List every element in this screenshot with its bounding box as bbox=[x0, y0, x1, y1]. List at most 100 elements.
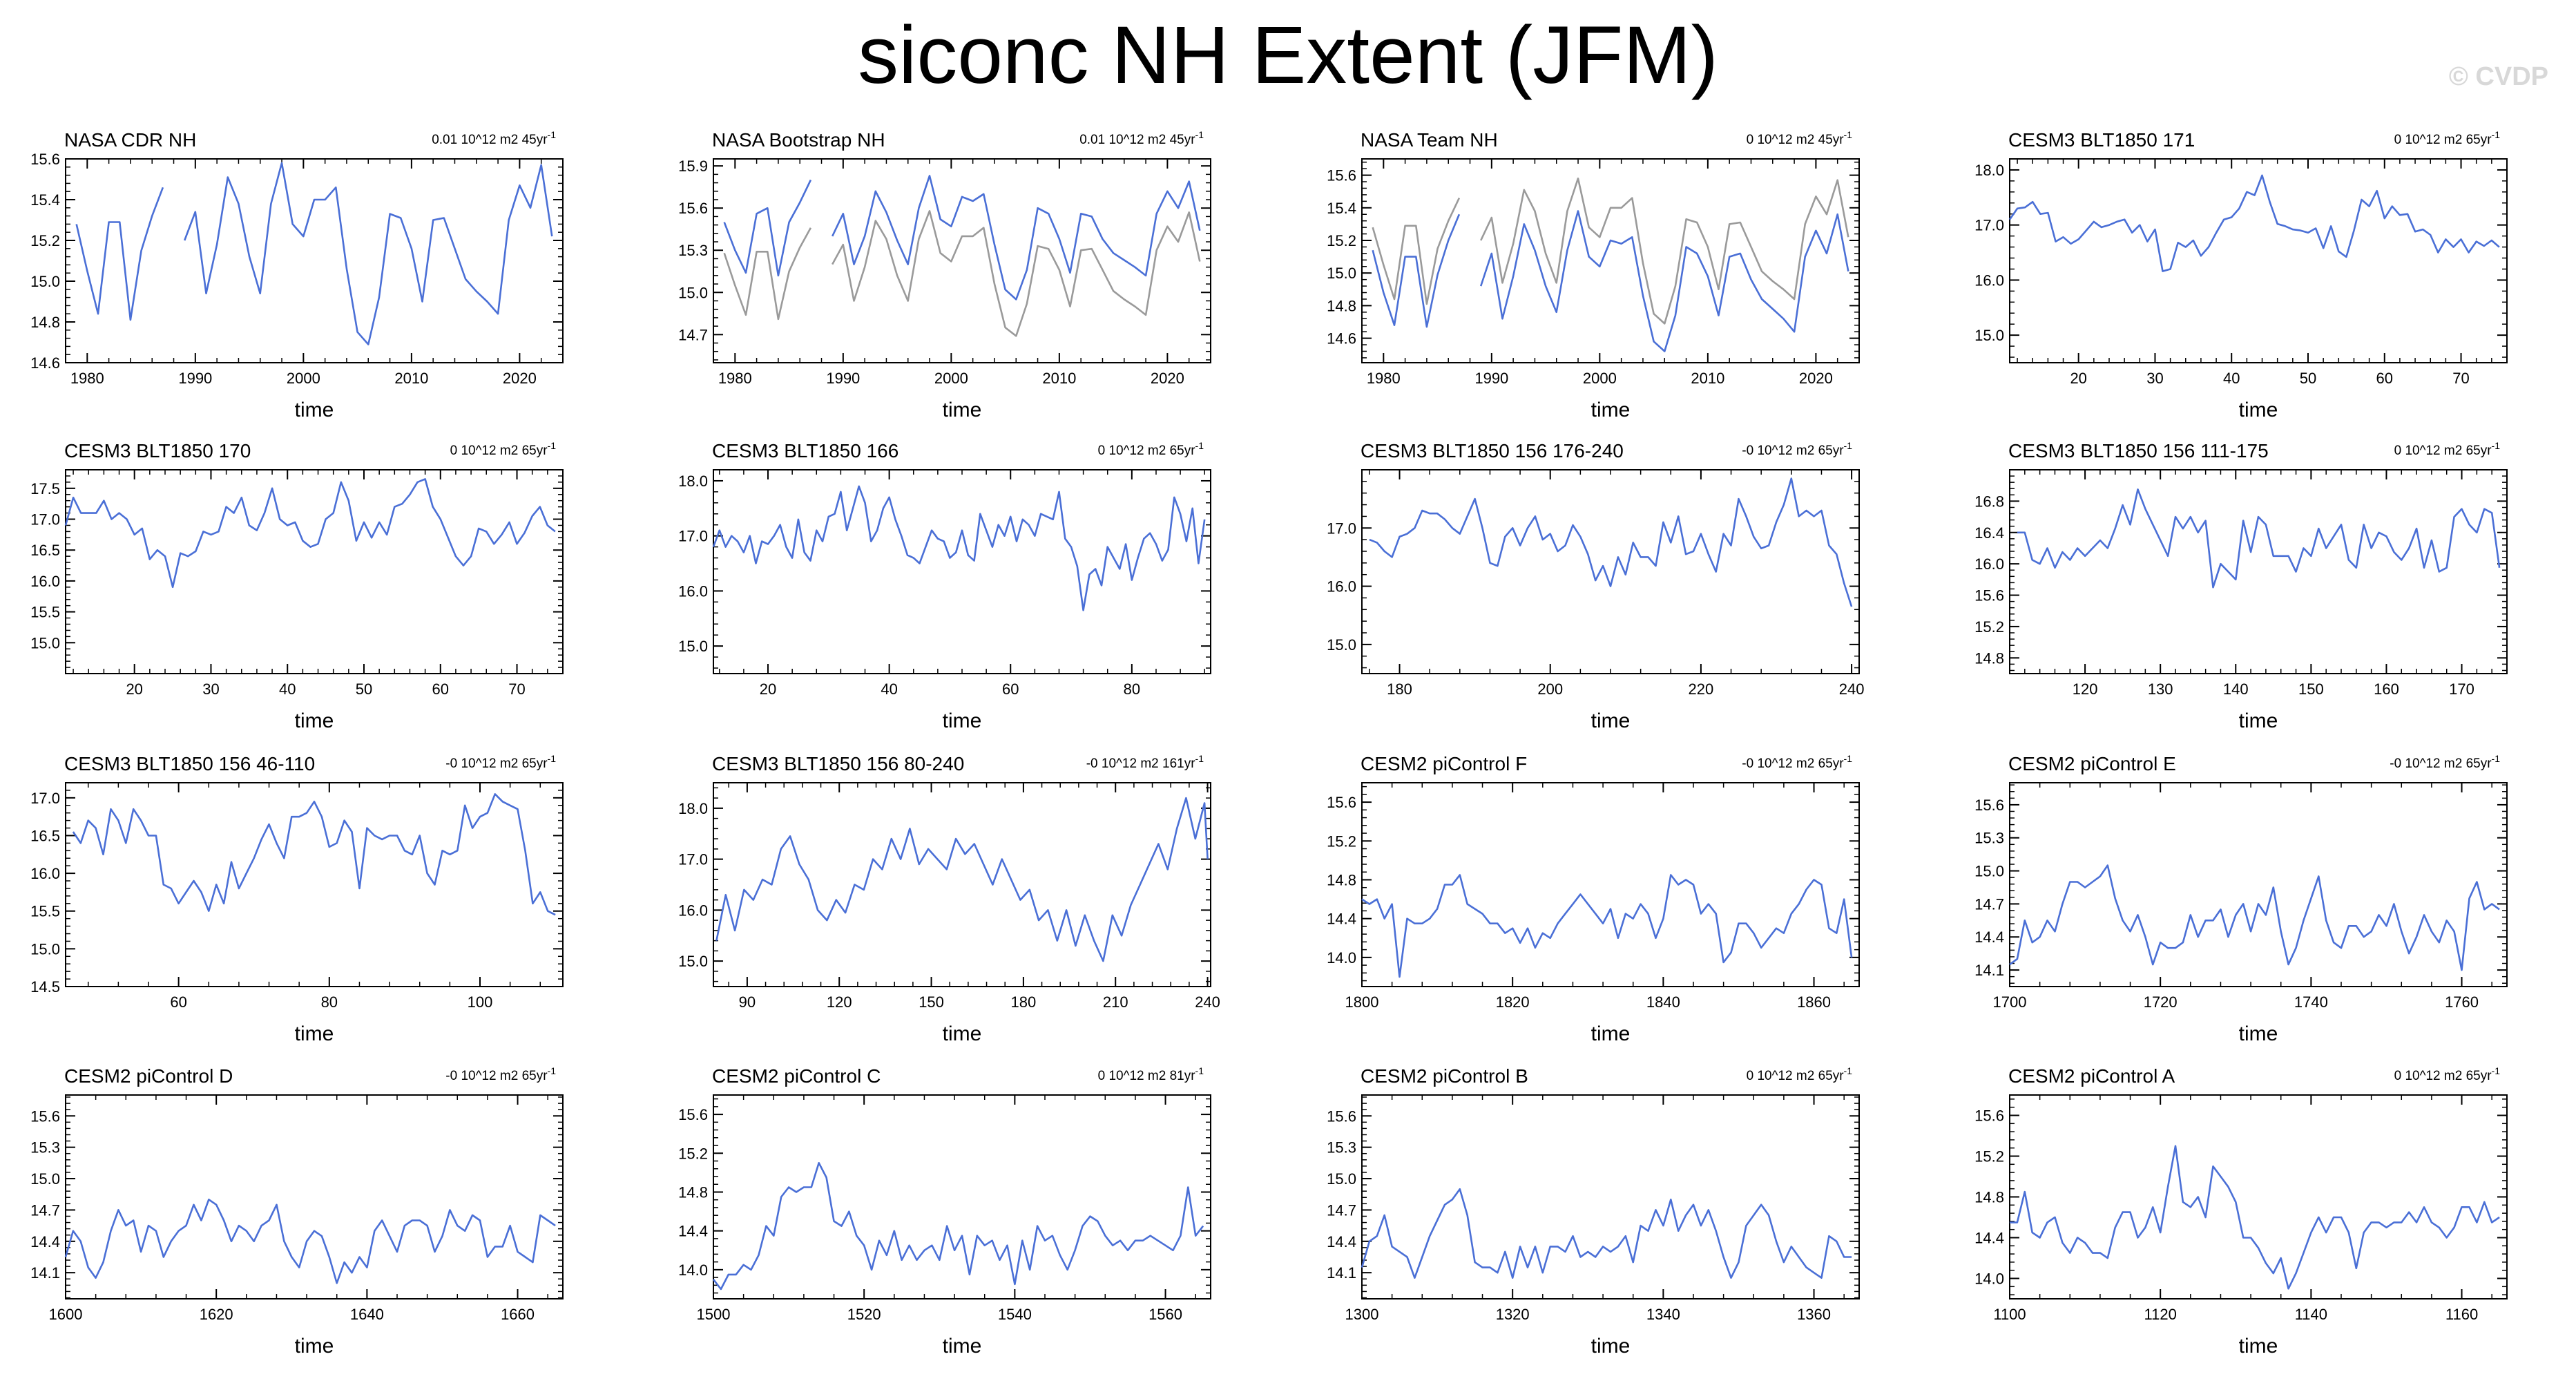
x-tick-label: 1980 bbox=[718, 370, 752, 387]
y-tick-label: 14.8 bbox=[1327, 871, 1356, 888]
trend-exponent: -1 bbox=[1844, 753, 1853, 764]
chart-panel-16: CESM2 piControl A 0 10^12 m2 65yr-1 14.0 14… bbox=[1974, 1065, 2508, 1358]
trend-label: -0 10^12 m2 65yr-1 bbox=[1742, 753, 1852, 771]
x-tick-label: 1120 bbox=[2144, 1306, 2177, 1323]
chart-panel-1: NASA CDR NH 0.01 10^12 m2 45yr-1 14.6 14.8 1… bbox=[30, 129, 564, 421]
y-tick-label: 15.0 bbox=[30, 1170, 60, 1188]
trend-text: -0 10^12 m2 65yr bbox=[2390, 756, 2492, 771]
y-tick-label: 14.8 bbox=[1327, 297, 1356, 314]
series-line-1 bbox=[715, 797, 1209, 962]
chart-panel-4: CESM3 BLT1850 171 0 10^12 m2 65yr-1 15.0 16… bbox=[1974, 129, 2508, 421]
trend-label: -0 10^12 m2 65yr-1 bbox=[1742, 440, 1852, 458]
chart-panel-7: CESM3 BLT1850 156 176-240 -0 10^12 m2 65y… bbox=[1327, 440, 1864, 732]
plot-frame bbox=[2009, 158, 2508, 363]
x-tick-label: 2000 bbox=[287, 370, 320, 387]
trend-text: 0 10^12 m2 65yr bbox=[1747, 1069, 1845, 1083]
y-tick-label: 16.0 bbox=[30, 865, 60, 882]
y-tick-label: 16.0 bbox=[1974, 272, 2004, 289]
trend-exponent: -1 bbox=[548, 753, 557, 764]
x-axis-label: time bbox=[2239, 1335, 2278, 1358]
plot-frame bbox=[713, 1094, 1211, 1299]
x-tick-label: 2020 bbox=[1799, 370, 1833, 387]
y-tick-label: 15.4 bbox=[30, 191, 60, 209]
y-tick-label: 15.5 bbox=[30, 604, 60, 621]
y-tick-label: 15.0 bbox=[1327, 1170, 1356, 1188]
trend-exponent: -1 bbox=[1844, 129, 1853, 140]
trend-text: -0 10^12 m2 65yr bbox=[445, 1069, 548, 1083]
y-tick-label: 14.0 bbox=[678, 1262, 708, 1279]
y-tick-label: 14.1 bbox=[1974, 962, 2004, 979]
x-tick-label: 1160 bbox=[2445, 1306, 2478, 1323]
x-tick-label: 1560 bbox=[1148, 1306, 1182, 1323]
trend-text: 0.01 10^12 m2 45yr bbox=[1079, 133, 1195, 147]
x-axis-label: time bbox=[295, 399, 334, 421]
y-tick-label: 17.0 bbox=[678, 528, 708, 545]
y-tick-label: 17.0 bbox=[30, 511, 60, 529]
x-tick-label: 2010 bbox=[1691, 370, 1724, 387]
y-tick-label: 15.6 bbox=[1974, 797, 2004, 814]
x-tick-label: 180 bbox=[1387, 680, 1412, 698]
y-tick-label: 14.4 bbox=[1327, 1233, 1356, 1250]
series-line-1 bbox=[723, 210, 1201, 337]
x-tick-label: 220 bbox=[1689, 680, 1714, 698]
y-tick-label: 15.2 bbox=[678, 1145, 708, 1162]
x-tick-label: 80 bbox=[321, 993, 338, 1011]
x-tick-label: 60 bbox=[1002, 680, 1019, 698]
x-tick-label: 1990 bbox=[178, 370, 212, 387]
y-tick-label: 15.2 bbox=[1974, 618, 2004, 636]
panel-title: CESM3 BLT1850 156 46-110 bbox=[64, 753, 315, 774]
y-tick-label: 14.4 bbox=[1974, 1230, 2004, 1247]
series-line-1 bbox=[2009, 864, 2500, 971]
figure-title: siconc NH Extent (JFM) bbox=[858, 10, 1718, 101]
panel-title: CESM2 piControl A bbox=[2008, 1065, 2175, 1087]
x-tick-label: 1360 bbox=[1797, 1306, 1831, 1323]
x-tick-label: 2010 bbox=[394, 370, 428, 387]
trend-label: 0 10^12 m2 65yr-1 bbox=[2394, 440, 2501, 458]
trend-text: 0.01 10^12 m2 45yr bbox=[432, 133, 548, 147]
y-tick-label: 15.2 bbox=[30, 232, 60, 249]
chart-panel-15: CESM2 piControl B 0 10^12 m2 65yr-1 14.1 14… bbox=[1327, 1065, 1860, 1358]
x-tick-label: 180 bbox=[1011, 993, 1037, 1011]
y-tick-label: 18.0 bbox=[1974, 162, 2004, 179]
trend-label: 0.01 10^12 m2 45yr-1 bbox=[432, 129, 556, 147]
x-tick-label: 40 bbox=[881, 680, 897, 698]
y-tick-label: 17.0 bbox=[30, 790, 60, 807]
plot-frame bbox=[713, 782, 1211, 987]
trend-text: -0 10^12 m2 161yr bbox=[1086, 756, 1196, 771]
x-tick-label: 50 bbox=[2300, 370, 2316, 387]
y-tick-label: 15.3 bbox=[1327, 1139, 1356, 1156]
y-tick-label: 15.0 bbox=[678, 953, 708, 970]
x-axis-label: time bbox=[943, 710, 982, 732]
y-tick-label: 15.0 bbox=[678, 638, 708, 655]
y-tick-label: 14.0 bbox=[1974, 1270, 2004, 1288]
x-tick-label: 20 bbox=[126, 680, 142, 698]
x-tick-label: 1600 bbox=[49, 1306, 83, 1323]
panel-title: CESM2 piControl F bbox=[1361, 753, 1527, 774]
x-tick-label: 1700 bbox=[1993, 993, 2027, 1011]
trend-label: -0 10^12 m2 65yr-1 bbox=[2390, 753, 2500, 771]
trend-text: 0 10^12 m2 65yr bbox=[2394, 133, 2492, 147]
x-axis-label: time bbox=[1591, 1335, 1631, 1358]
panel-title: CESM3 BLT1850 166 bbox=[712, 440, 898, 461]
y-tick-label: 17.0 bbox=[1974, 217, 2004, 234]
y-tick-label: 15.3 bbox=[678, 242, 708, 259]
trend-text: -0 10^12 m2 65yr bbox=[1742, 756, 1844, 771]
x-tick-label: 140 bbox=[2223, 680, 2249, 698]
x-tick-label: 2020 bbox=[1151, 370, 1184, 387]
x-tick-label: 20 bbox=[760, 680, 776, 698]
trend-label: 0 10^12 m2 65yr-1 bbox=[2394, 1065, 2501, 1083]
y-tick-label: 15.0 bbox=[1327, 265, 1356, 282]
x-axis-label: time bbox=[295, 710, 334, 732]
trend-label: 0 10^12 m2 65yr-1 bbox=[450, 440, 557, 458]
chart-panel-12: CESM2 piControl E -0 10^12 m2 65yr-1 14.1 1… bbox=[1974, 753, 2508, 1045]
y-tick-label: 15.0 bbox=[30, 634, 60, 651]
series-line-1 bbox=[64, 478, 556, 589]
y-tick-label: 15.0 bbox=[1327, 636, 1356, 654]
series-line-1 bbox=[72, 793, 556, 916]
panel-title: CESM3 BLT1850 156 111-175 bbox=[2008, 440, 2269, 461]
x-tick-label: 60 bbox=[2376, 370, 2393, 387]
x-tick-label: 1860 bbox=[1797, 993, 1831, 1011]
trend-text: -0 10^12 m2 65yr bbox=[445, 756, 548, 771]
x-axis-label: time bbox=[1591, 1022, 1631, 1045]
y-tick-label: 14.1 bbox=[1327, 1264, 1356, 1282]
